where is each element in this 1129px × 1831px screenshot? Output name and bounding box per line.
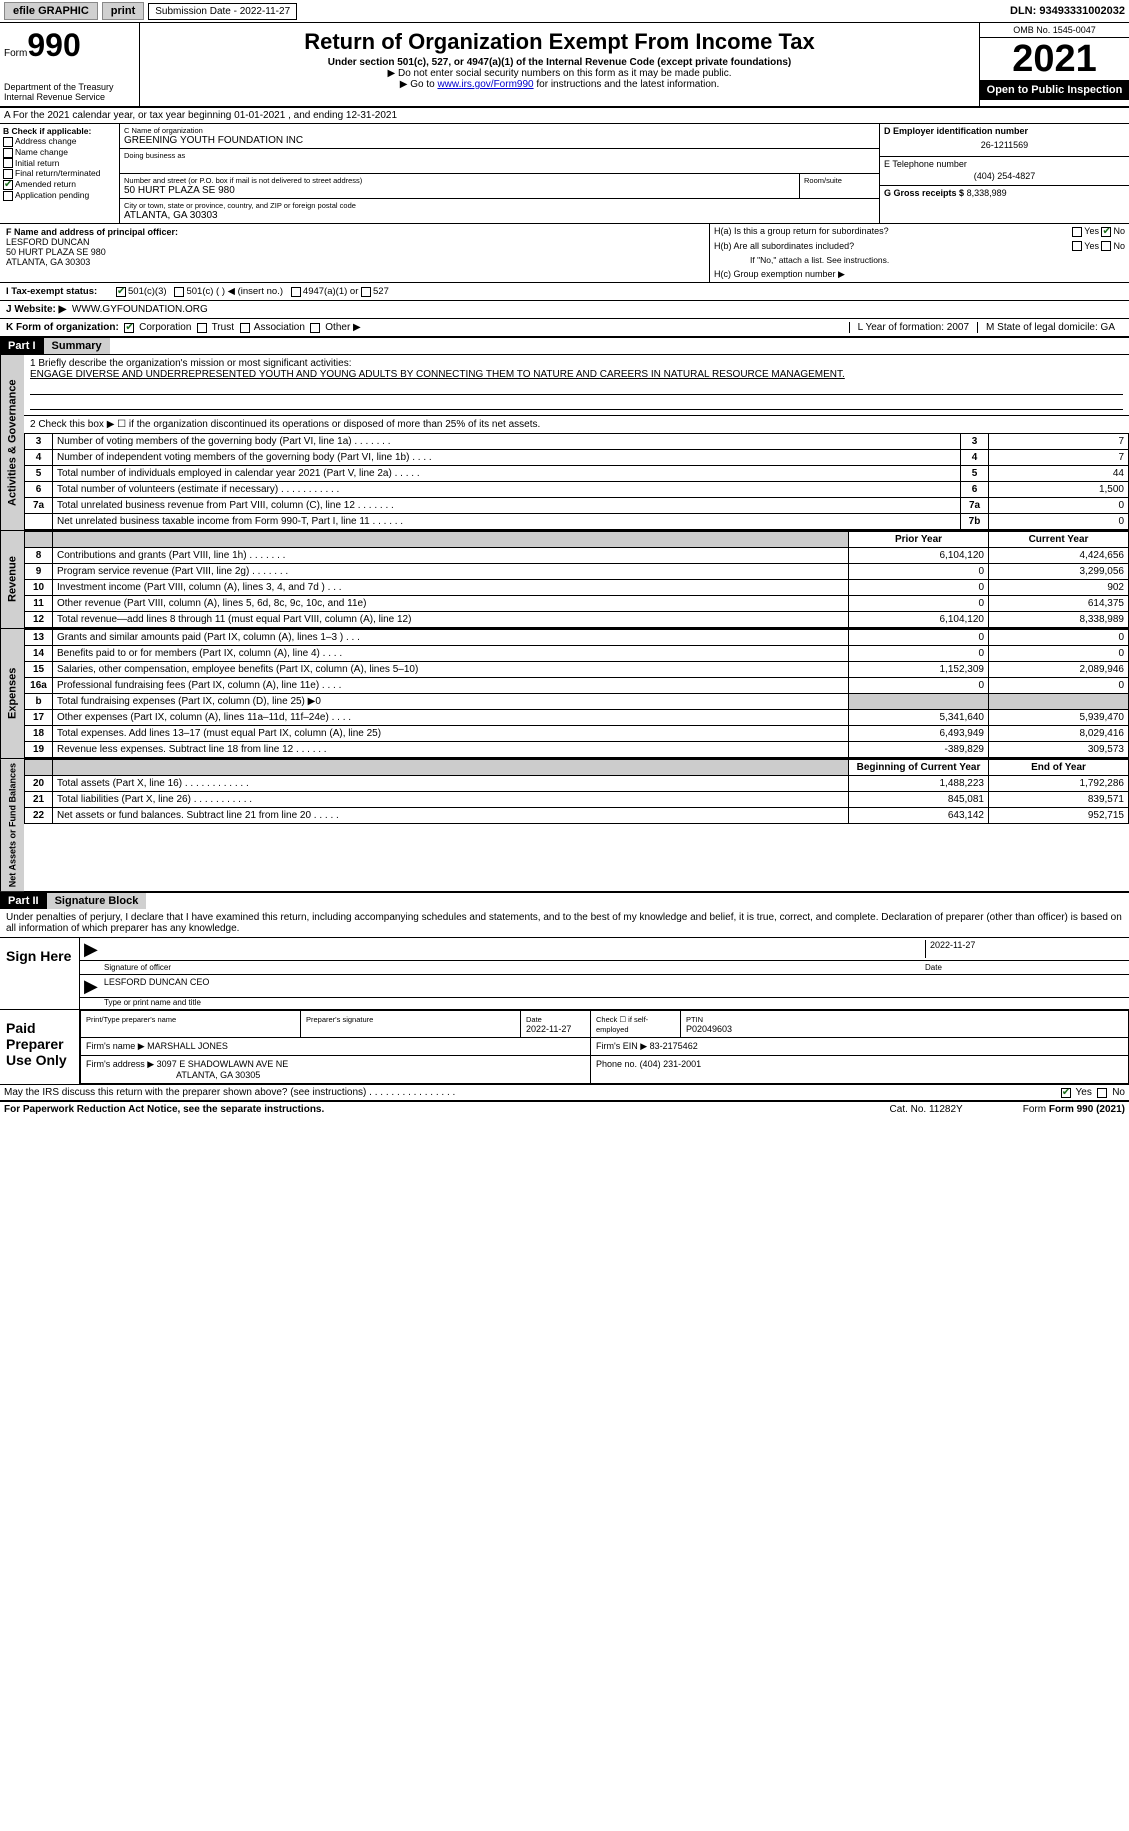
omb-number: OMB No. 1545-0047 xyxy=(980,23,1129,38)
firm-address: 3097 E SHADOWLAWN AVE NE xyxy=(157,1059,289,1069)
org-name: GREENING YOUTH FOUNDATION INC xyxy=(124,135,875,146)
dln: DLN: 93493331002032 xyxy=(1010,5,1125,17)
topbar: efile GRAPHIC print Submission Date - 20… xyxy=(0,0,1129,23)
form-label: Form xyxy=(4,48,27,59)
section-a: A For the 2021 calendar year, or tax yea… xyxy=(0,108,1129,124)
firm-phone: (404) 231-2001 xyxy=(640,1059,702,1069)
block-b: B Check if applicable: Address change Na… xyxy=(0,124,120,223)
501c3-checkbox xyxy=(116,287,126,297)
firm-ein: 83-2175462 xyxy=(650,1041,698,1051)
firm-name: MARSHALL JONES xyxy=(147,1041,228,1051)
ptin: P02049603 xyxy=(686,1024,732,1034)
cat-number: Cat. No. 11282Y xyxy=(890,1104,963,1115)
org-city: ATLANTA, GA 30303 xyxy=(124,210,875,221)
officer-signature-name: LESFORD DUNCAN CEO xyxy=(104,977,210,995)
form-footer: Form Form 990 (2021) xyxy=(1023,1104,1125,1115)
preparer-table: Print/Type preparer's name Preparer's si… xyxy=(80,1010,1129,1084)
dept-label: Department of the Treasury Internal Reve… xyxy=(4,82,135,102)
discuss-yes-checkbox xyxy=(1061,1088,1071,1098)
efile-label: efile GRAPHIC xyxy=(4,2,98,20)
vtab-revenue: Revenue xyxy=(0,531,24,628)
mission-text: ENGAGE DIVERSE AND UNDERREPRESENTED YOUT… xyxy=(30,369,845,380)
part2-header: Part II xyxy=(0,893,47,909)
part1-header: Part I xyxy=(0,338,44,354)
ein: 26-1211569 xyxy=(884,136,1125,154)
amended-checkbox xyxy=(3,180,13,190)
paid-preparer-label: Paid Preparer Use Only xyxy=(0,1010,80,1084)
vtab-netassets: Net Assets or Fund Balances xyxy=(0,759,24,891)
form-title: Return of Organization Exempt From Incom… xyxy=(144,29,975,55)
tax-year: 2021 xyxy=(980,38,1129,80)
phone: (404) 254-4827 xyxy=(884,169,1125,183)
year-formation: L Year of formation: 2007 xyxy=(849,322,977,333)
pra-notice: For Paperwork Reduction Act Notice, see … xyxy=(4,1104,324,1115)
vtab-expenses: Expenses xyxy=(0,629,24,758)
state-domicile: M State of legal domicile: GA xyxy=(977,322,1123,333)
table-activities: 3Number of voting members of the governi… xyxy=(24,433,1129,530)
arrow-icon: ▶ xyxy=(84,977,98,995)
table-revenue: Prior YearCurrent Year8Contributions and… xyxy=(24,531,1129,628)
form-header: Form990 Department of the Treasury Inter… xyxy=(0,23,1129,108)
public-inspection: Open to Public Inspection xyxy=(980,80,1129,100)
table-expenses: 13Grants and similar amounts paid (Part … xyxy=(24,629,1129,758)
print-button[interactable]: print xyxy=(102,2,144,20)
arrow-icon: ▶ xyxy=(84,940,98,958)
sign-here-label: Sign Here xyxy=(0,938,80,1009)
discuss-row: May the IRS discuss this return with the… xyxy=(0,1084,1129,1100)
vtab-activities: Activities & Governance xyxy=(0,355,24,530)
table-netassets: Beginning of Current YearEnd of Year20To… xyxy=(24,759,1129,824)
gross-receipts: 8,338,989 xyxy=(967,188,1007,198)
corp-checkbox xyxy=(124,323,134,333)
form-number: 990 xyxy=(27,27,80,63)
website-url: WWW.GYFOUNDATION.ORG xyxy=(72,304,208,315)
submission-date: Submission Date - 2022-11-27 xyxy=(148,3,297,20)
note-ssn: ▶ Do not enter social security numbers o… xyxy=(144,68,975,79)
officer-name: LESFORD DUNCAN xyxy=(6,237,703,247)
group-return-no xyxy=(1101,227,1111,237)
declaration: Under penalties of perjury, I declare th… xyxy=(0,909,1129,938)
tax-status-row: I Tax-exempt status: 501(c)(3) 501(c) ( … xyxy=(0,282,1129,301)
org-street: 50 HURT PLAZA SE 980 xyxy=(124,185,795,196)
irs-link[interactable]: www.irs.gov/Form990 xyxy=(437,79,533,90)
form-subtitle: Under section 501(c), 527, or 4947(a)(1)… xyxy=(144,57,975,68)
